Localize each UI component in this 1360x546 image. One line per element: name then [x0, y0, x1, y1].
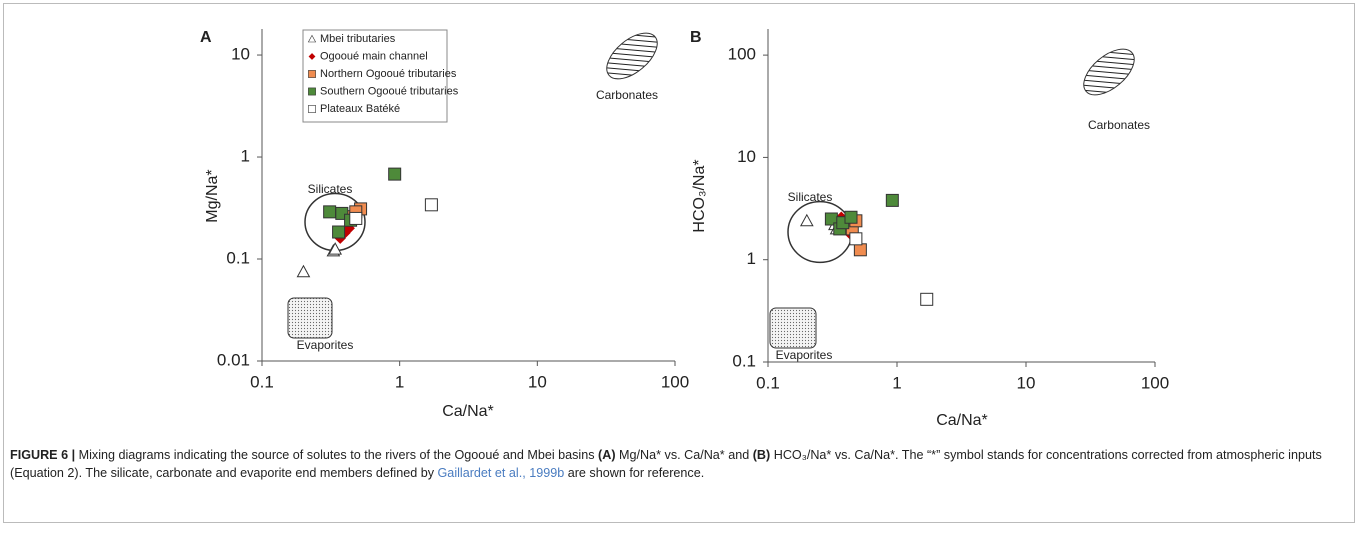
reference-link[interactable]: Gaillardet et al., 1999b: [437, 466, 565, 480]
triangle-marker: [307, 34, 317, 43]
triangle-marker: [799, 213, 814, 227]
caption-text: FIGURE 6 |: [10, 448, 76, 462]
x-tick-label: 100: [661, 372, 689, 391]
y-tick-label: 1: [241, 147, 250, 166]
legend-label: Mbei tributaries: [320, 33, 396, 45]
annotation: Evaporites: [776, 348, 833, 362]
legend-label: Southern Ogooué tributaries: [320, 85, 459, 97]
y-tick-label: 10: [231, 45, 250, 64]
legend-box: [302, 29, 448, 123]
square-marker: [388, 167, 402, 181]
square-marker: [853, 243, 867, 257]
caption: FIGURE 6 | Mixing diagrams indicating th…: [10, 446, 1350, 482]
y-tick-label: 0.01: [217, 350, 250, 369]
x-tick-label: 1: [395, 372, 404, 391]
x-tick-label: 10: [528, 372, 547, 391]
y-tick-label: 0.1: [732, 351, 756, 370]
square-marker: [920, 292, 934, 306]
legend-label: Northern Ogooué tributaries: [320, 68, 457, 80]
diamond-marker: [308, 53, 316, 60]
annotation: Carbonates: [1088, 118, 1150, 132]
legend-label: Ogooué main channel: [320, 50, 428, 62]
carbonate-field: [1083, 48, 1135, 96]
square-marker: [844, 210, 858, 224]
x-axis-title: Ca/Na*: [442, 403, 494, 420]
evaporite-field: [769, 307, 817, 349]
triangle-marker: [328, 242, 343, 255]
square-marker: [308, 87, 316, 96]
y-tick-label: 1: [747, 249, 756, 268]
panel-label: B: [690, 29, 702, 46]
x-tick-label: 0.1: [756, 373, 780, 392]
annotation: Evaporites: [297, 338, 354, 352]
x-tick-label: 10: [1017, 373, 1036, 392]
y-tick-label: 0.1: [226, 248, 250, 267]
evaporite-field: [287, 297, 333, 339]
y-tick-label: 100: [728, 45, 756, 64]
caption-text: are shown for reference.: [564, 466, 705, 480]
caption-text: Mg/Na* vs. Ca/Na* and: [615, 448, 753, 462]
square-marker: [885, 193, 899, 207]
y-axis-title: HCO₃/Na*: [691, 159, 708, 232]
x-axis-title: Ca/Na*: [936, 412, 988, 429]
x-tick-label: 0.1: [250, 372, 274, 391]
y-tick-label: 10: [737, 147, 756, 166]
square-marker: [323, 205, 337, 219]
square-marker: [849, 232, 863, 246]
square-marker: [308, 70, 316, 78]
square-marker: [424, 198, 438, 212]
caption-text: (A): [598, 448, 616, 462]
x-tick-label: 1: [892, 373, 901, 392]
caption-text: (B): [752, 448, 771, 462]
annotation: Silicates: [308, 182, 353, 196]
panel-label: A: [200, 29, 212, 46]
caption-text: Mixing diagrams indicating the source of…: [75, 448, 599, 462]
square-marker: [332, 225, 346, 239]
square-marker: [349, 211, 363, 225]
figure-frame: [3, 3, 1355, 523]
caption-text: HCO₃/Na* vs. Ca/Na*. The “*” symbol stan…: [10, 448, 1322, 480]
x-tick-label: 100: [1141, 373, 1169, 392]
y-axis-title: Mg/Na*: [204, 169, 221, 222]
carbonate-field: [606, 32, 658, 80]
annotation: Silicates: [788, 190, 833, 204]
legend-label: Plateaux Batéké: [320, 103, 400, 115]
triangle-marker: [296, 264, 311, 278]
annotation: Carbonates: [596, 88, 658, 102]
square-marker: [308, 105, 316, 113]
